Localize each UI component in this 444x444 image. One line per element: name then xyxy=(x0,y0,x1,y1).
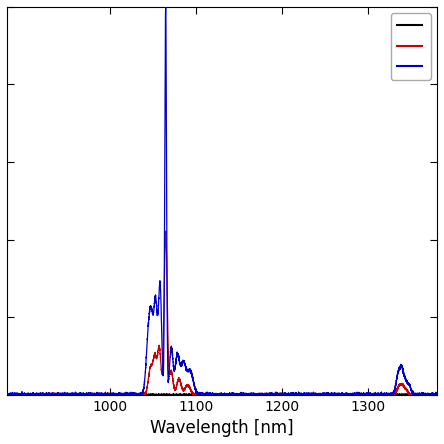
Legend: , , : , , xyxy=(391,13,431,79)
X-axis label: Wavelength [nm]: Wavelength [nm] xyxy=(150,419,294,437)
